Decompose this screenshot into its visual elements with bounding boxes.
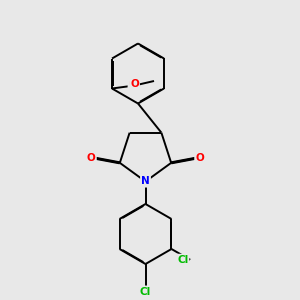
- Text: Cl: Cl: [177, 255, 188, 265]
- Text: O: O: [195, 153, 204, 163]
- Text: O: O: [130, 79, 139, 89]
- Text: N: N: [141, 176, 150, 187]
- Text: O: O: [129, 79, 137, 89]
- Text: Cl: Cl: [140, 286, 151, 297]
- Text: O: O: [87, 153, 96, 163]
